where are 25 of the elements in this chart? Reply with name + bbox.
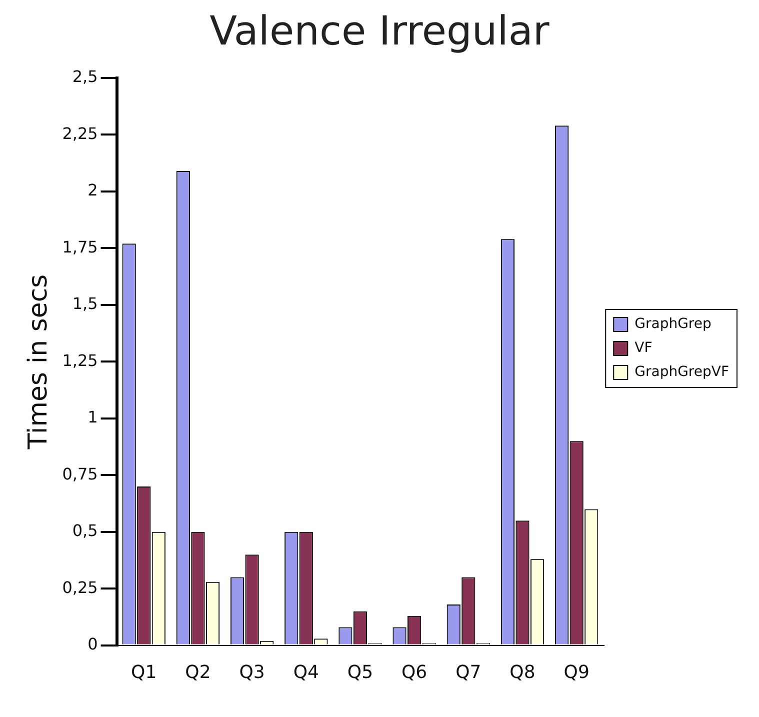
y-tick-label: 1 [88,408,98,427]
legend-label: GraphGrepVF [634,364,730,380]
y-tick-label: 0,75 [62,464,98,484]
y-tick-label: 0 [88,634,98,654]
y-tick-label: 2,5 [72,67,98,86]
y-tick-label: 0,25 [62,578,98,597]
legend-label: GraphGrep [634,316,712,332]
y-axis-title: Times in secs [23,274,54,450]
y-tick-label: 1,25 [62,350,98,370]
x-tick-label: Q3 [239,662,265,683]
x-tick-label: Q9 [564,662,590,683]
legend-label: VF [634,340,652,356]
x-tick-label: Q6 [402,662,428,683]
y-tick-label: 1,75 [62,237,98,256]
x-tick-label: Q4 [293,662,319,683]
x-tick-label: Q8 [510,662,536,683]
x-tick-label: Q1 [131,662,157,683]
y-tick-label: 0,5 [72,521,98,540]
x-tick-label: Q2 [185,662,211,683]
y-tick-label: 2,25 [62,124,98,143]
y-tick-label: 2 [88,180,98,200]
chart-title: Valence Irregular [210,8,550,54]
x-tick-label: Q7 [456,662,482,683]
y-tick-label: 1,5 [72,294,98,314]
x-tick-label: Q5 [347,662,374,683]
